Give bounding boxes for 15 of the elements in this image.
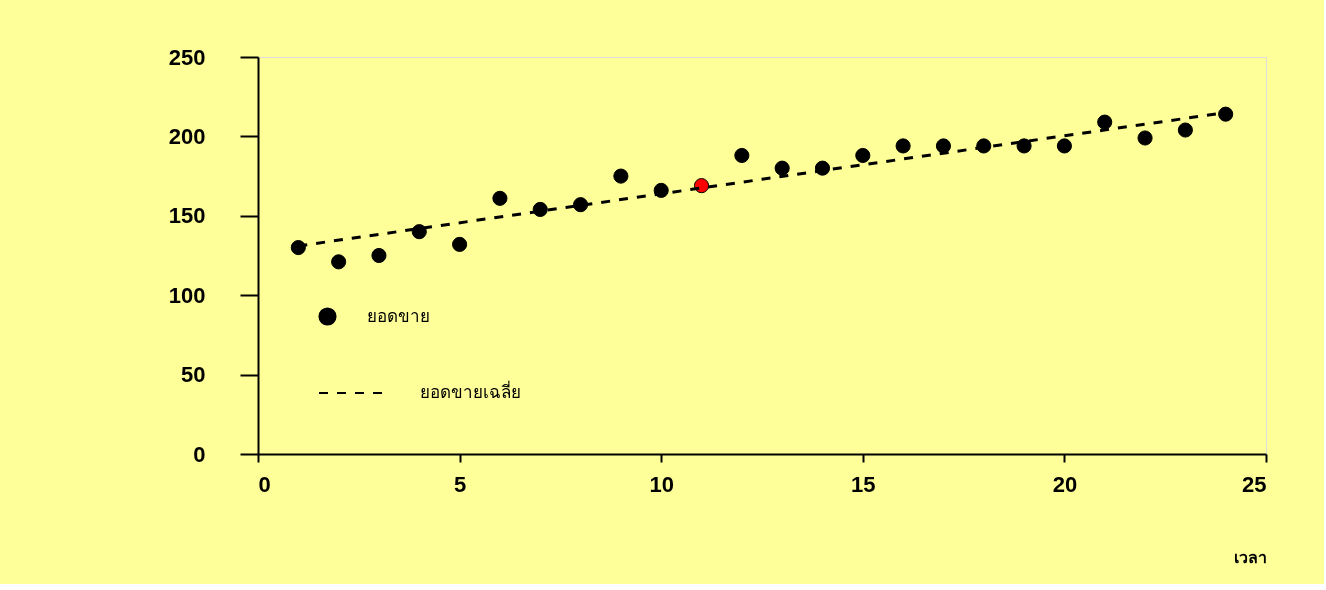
y-tick-label: 150 [168, 203, 206, 229]
y-tick-label: 0 [193, 441, 206, 467]
x-tick-label: 25 [1242, 471, 1267, 497]
x-tick-label: 0 [258, 471, 271, 497]
y-tick-label: 250 [168, 44, 206, 70]
legend-label: ยอดขาย [367, 306, 430, 326]
x-axis-title: เวลา [1233, 548, 1267, 566]
x-tick-label: 20 [1052, 471, 1078, 497]
y-tick-label: 200 [168, 123, 206, 149]
x-tick-label: 10 [649, 471, 674, 497]
x-tick-label: 15 [851, 471, 876, 497]
x-tick-label: 5 [453, 471, 467, 497]
y-tick-label: 50 [181, 362, 206, 388]
legend-label: ยอดขายเฉลี่ย [420, 380, 521, 402]
y-tick-label: 100 [168, 282, 206, 308]
